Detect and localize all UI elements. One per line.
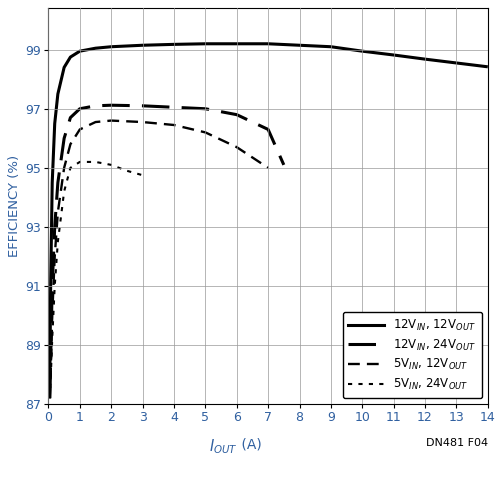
Text: (A): (A) — [237, 438, 262, 452]
Legend: 12V$_{IN}$, 12V$_{OUT}$, 12V$_{IN}$, 24V$_{OUT}$, 5V$_{IN}$, 12V$_{OUT}$, 5V$_{I: 12V$_{IN}$, 12V$_{OUT}$, 12V$_{IN}$, 24V… — [343, 312, 482, 398]
Y-axis label: EFFICIENCY (%): EFFICIENCY (%) — [9, 155, 21, 257]
Text: $I_{OUT}$: $I_{OUT}$ — [209, 438, 237, 457]
Text: DN481 F04: DN481 F04 — [426, 438, 488, 448]
